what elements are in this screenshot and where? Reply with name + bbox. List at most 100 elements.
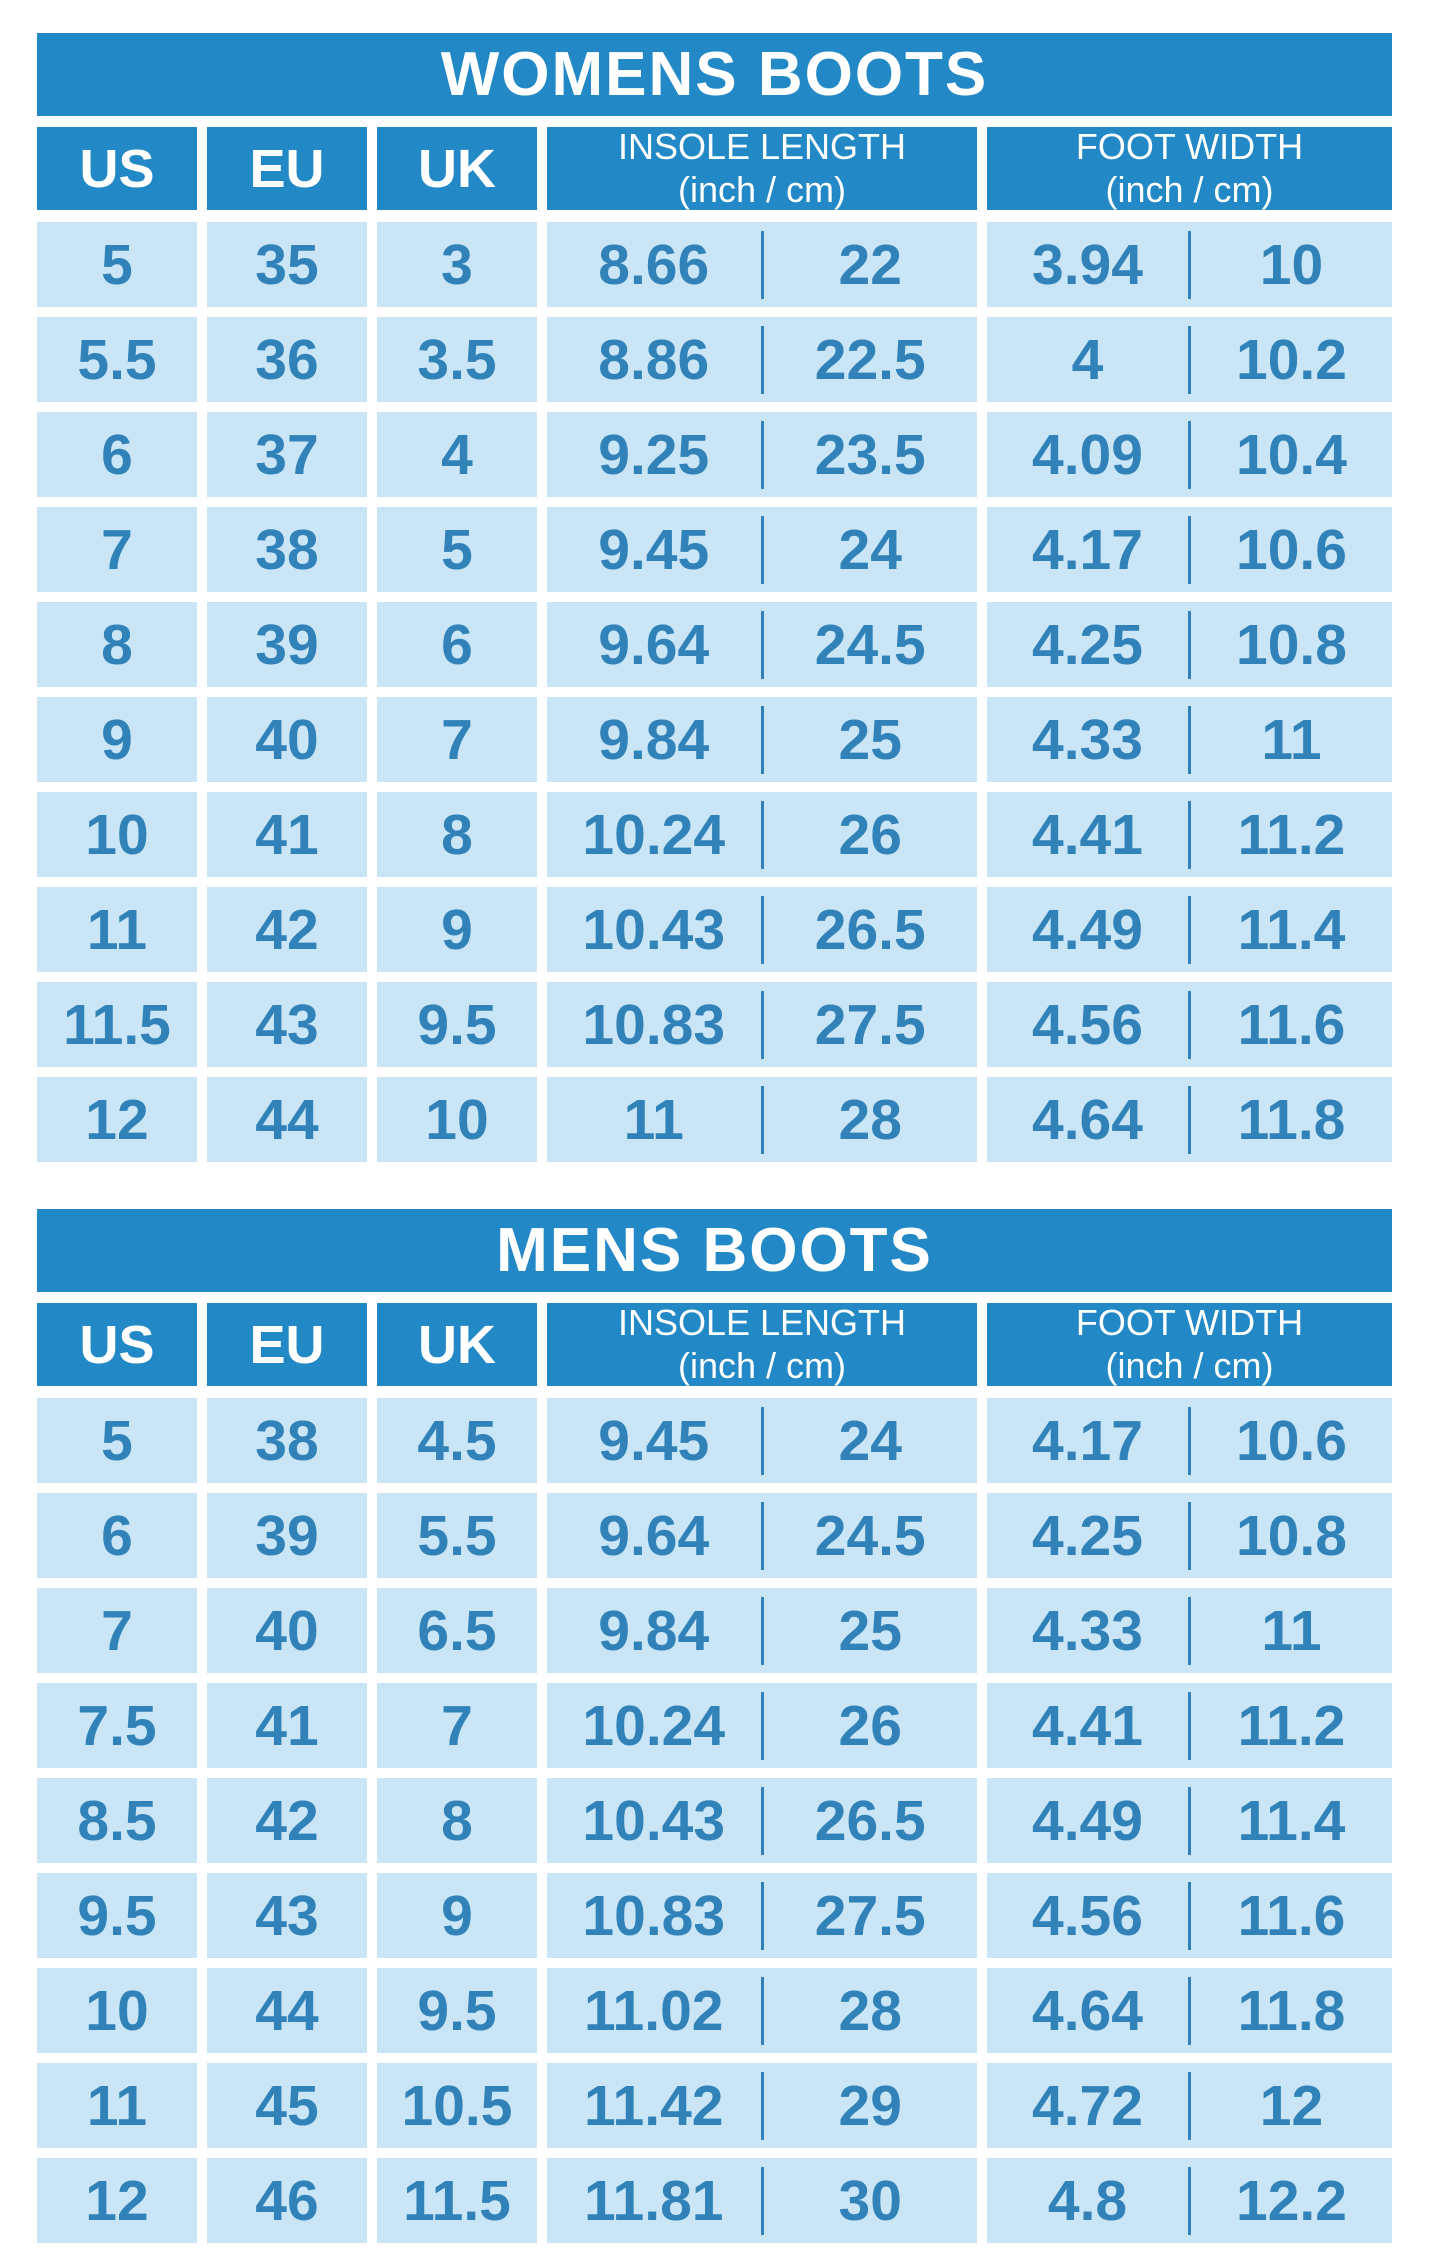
table-row: 5.5 36 3.5 8.86 22.5 4 10.2 — [37, 317, 1392, 402]
cell-us: 6 — [37, 412, 197, 497]
value-cm: 11.8 — [1237, 1087, 1346, 1152]
value-cm: 27.5 — [814, 1883, 926, 1948]
cell-insole-length: 9.84 25 — [547, 697, 977, 782]
value-cm: 11.6 — [1237, 992, 1346, 1057]
cell-uk: 5 — [377, 507, 537, 592]
cell-foot-width: 4.09 10.4 — [987, 412, 1392, 497]
cell-eu: 36 — [207, 317, 367, 402]
value-inch: 9.45 — [598, 1408, 710, 1473]
value-inch: 10.83 — [582, 1883, 726, 1948]
cell-insole-length: 9.64 24.5 — [547, 602, 977, 687]
cell-us: 7 — [37, 507, 197, 592]
cell-insole-length: 10.83 27.5 — [547, 1873, 977, 1958]
cell-uk: 7 — [377, 697, 537, 782]
cell-us: 9.5 — [37, 1873, 197, 1958]
table-row: 8.5 42 8 10.43 26.5 4.49 11.4 — [37, 1778, 1392, 1863]
cell-eu: 40 — [207, 1588, 367, 1673]
cell-insole-length: 11 28 — [547, 1077, 977, 1162]
inch-cm-divider-line — [760, 2166, 764, 2235]
value-inch: 4.64 — [1032, 1087, 1143, 1152]
cell-foot-width: 4.49 11.4 — [987, 1778, 1392, 1863]
cell-eu: 45 — [207, 2063, 367, 2148]
inch-cm-divider-line — [1188, 1501, 1191, 1570]
inch-cm-divider-line — [760, 610, 764, 679]
value-cm: 12 — [1259, 2073, 1324, 2138]
inch-cm-divider-line — [1188, 1596, 1191, 1665]
value-cm: 27.5 — [814, 992, 926, 1057]
cell-eu: 41 — [207, 792, 367, 877]
table-row: 10 41 8 10.24 26 4.41 11.2 — [37, 792, 1392, 877]
inch-cm-divider-line — [1188, 1085, 1191, 1154]
value-cm: 10.8 — [1236, 1503, 1347, 1568]
cell-uk: 4 — [377, 412, 537, 497]
cell-us: 12 — [37, 2158, 197, 2243]
column-header-us: US — [37, 1303, 197, 1386]
value-inch: 4.25 — [1032, 1503, 1143, 1568]
value-inch: 4 — [1071, 327, 1104, 392]
cell-uk: 11.5 — [377, 2158, 537, 2243]
value-inch: 4.17 — [1032, 517, 1143, 582]
cell-foot-width: 4.8 12.2 — [987, 2158, 1392, 2243]
cell-insole-length: 10.83 27.5 — [547, 982, 977, 1067]
value-cm: 25 — [838, 1598, 902, 1663]
cell-uk: 5.5 — [377, 1493, 537, 1578]
value-cm: 10.6 — [1236, 517, 1347, 582]
column-header-foot-width: FOOT WIDTH (inch / cm) — [987, 126, 1392, 210]
value-inch: 9.84 — [598, 707, 710, 772]
value-inch: 4.41 — [1032, 1693, 1143, 1758]
cell-insole-length: 8.86 22.5 — [547, 317, 977, 402]
value-inch: 8.86 — [598, 327, 710, 392]
value-inch: 9.84 — [598, 1598, 710, 1663]
inch-cm-divider-line — [1188, 515, 1191, 584]
cell-foot-width: 4.56 11.6 — [987, 1873, 1392, 1958]
inch-cm-divider-line — [1188, 2071, 1191, 2140]
value-inch: 10.24 — [582, 802, 726, 867]
cell-insole-length: 9.45 24 — [547, 507, 977, 592]
inch-cm-divider-line — [760, 990, 764, 1059]
value-inch: 10.43 — [582, 897, 726, 962]
cell-us: 9 — [37, 697, 197, 782]
cell-foot-width: 4 10.2 — [987, 317, 1392, 402]
cell-eu: 46 — [207, 2158, 367, 2243]
value-inch: 8.66 — [598, 232, 710, 297]
inch-cm-divider-line — [1188, 800, 1191, 869]
value-cm: 22.5 — [814, 327, 926, 392]
value-cm: 24 — [838, 517, 902, 582]
cell-insole-length: 10.43 26.5 — [547, 1778, 977, 1863]
value-cm: 28 — [838, 1087, 902, 1152]
cell-us: 6 — [37, 1493, 197, 1578]
header-title: INSOLE LENGTH — [617, 1302, 907, 1344]
inch-cm-divider-line — [760, 705, 764, 774]
value-cm: 11.2 — [1237, 1693, 1346, 1758]
cell-foot-width: 3.94 10 — [987, 222, 1392, 307]
cell-us: 7 — [37, 1588, 197, 1673]
table-row: 5 38 4.5 9.45 24 4.17 10.6 — [37, 1398, 1392, 1483]
cell-eu: 43 — [207, 1873, 367, 1958]
value-inch: 9.45 — [598, 517, 710, 582]
table-row: 12 44 10 11 28 4.64 11.8 — [37, 1077, 1392, 1162]
value-inch: 11 — [623, 1087, 684, 1152]
inch-cm-divider-line — [1188, 990, 1191, 1059]
inch-cm-divider-line — [1188, 1691, 1191, 1760]
cell-foot-width: 4.72 12 — [987, 2063, 1392, 2148]
inch-cm-divider-line — [1188, 230, 1191, 299]
value-cm: 25 — [838, 707, 902, 772]
table-row: 7 40 6.5 9.84 25 4.33 11 — [37, 1588, 1392, 1673]
value-cm: 24.5 — [814, 1503, 926, 1568]
inch-cm-divider-line — [1188, 1976, 1191, 2045]
value-cm: 11.6 — [1237, 1883, 1346, 1948]
inch-cm-divider-line — [760, 1976, 764, 2045]
header-unit: (inch / cm) — [677, 168, 846, 210]
cell-foot-width: 4.25 10.8 — [987, 602, 1392, 687]
value-inch: 9.64 — [598, 1503, 710, 1568]
value-inch: 11.02 — [584, 1978, 724, 2043]
cell-us: 11 — [37, 887, 197, 972]
cell-eu: 44 — [207, 1077, 367, 1162]
cell-uk: 9.5 — [377, 982, 537, 1067]
value-cm: 11.2 — [1237, 802, 1346, 867]
value-cm: 10.4 — [1236, 422, 1347, 487]
value-inch: 4.56 — [1032, 1883, 1143, 1948]
value-inch: 4.41 — [1032, 802, 1143, 867]
cell-us: 7.5 — [37, 1683, 197, 1768]
